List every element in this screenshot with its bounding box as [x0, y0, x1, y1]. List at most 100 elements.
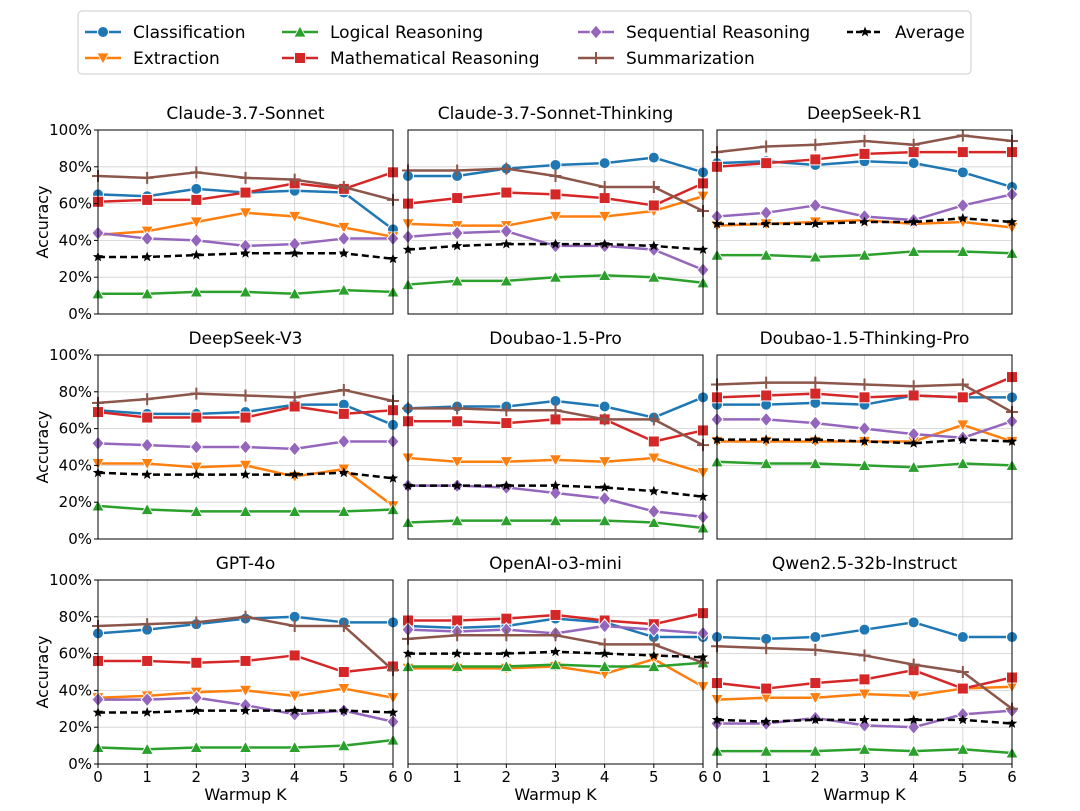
data-point [500, 186, 513, 199]
data-point [597, 211, 612, 224]
data-point [550, 480, 561, 491]
data-point [451, 164, 464, 177]
data-point [288, 441, 302, 457]
legend-marker-icon [97, 26, 109, 38]
data-point [287, 690, 302, 703]
data-point [240, 705, 251, 716]
data-point [956, 244, 970, 257]
data-point [809, 677, 822, 690]
data-point [288, 620, 301, 632]
y-axis-label: Accuracy [33, 185, 52, 258]
data-point [956, 666, 969, 678]
data-point [499, 513, 514, 526]
data-point [189, 689, 203, 706]
data-point [809, 153, 822, 166]
data-point [759, 456, 773, 469]
data-point [451, 402, 464, 415]
data-point [500, 404, 513, 417]
panel-title: Qwen2.5-32b-Instruct [772, 554, 958, 574]
data-point [809, 387, 822, 400]
data-point [549, 158, 562, 171]
data-point [451, 415, 464, 428]
x-tick-label: 1 [452, 768, 462, 786]
series-summarization [92, 610, 399, 677]
data-point [810, 218, 821, 229]
y-axis-label: Accuracy [33, 635, 52, 708]
x-tick-label: 4 [290, 768, 300, 786]
x-tick-label: 2 [811, 768, 821, 786]
x-tick-label: 4 [600, 768, 610, 786]
data-point [598, 413, 611, 426]
data-point [759, 411, 773, 428]
y-tick-label: 0% [68, 530, 92, 548]
data-point [450, 513, 464, 526]
data-point [598, 157, 611, 170]
data-point [597, 659, 612, 672]
data-point [239, 389, 252, 402]
data-point [957, 434, 969, 445]
series-logical-reasoning [91, 499, 400, 517]
series-logical-reasoning [401, 655, 710, 672]
series-classification [711, 616, 1018, 645]
data-point [238, 439, 253, 455]
data-point [548, 270, 563, 283]
x-tick-label: 1 [142, 768, 152, 786]
data-point [810, 714, 821, 725]
series-extraction [401, 452, 710, 480]
data-point [239, 610, 252, 623]
data-point [647, 515, 661, 528]
data-point [450, 225, 464, 241]
data-point [500, 417, 513, 430]
panel-claude-3-7-sonnet-thinking: Claude-3.7-Sonnet-Thinking [401, 104, 710, 315]
data-point [548, 211, 563, 224]
data-point [289, 247, 300, 258]
data-point [808, 744, 823, 757]
data-point [289, 469, 300, 480]
data-point [907, 138, 920, 151]
legend-item-sequential-reasoning: Sequential Reasoning [578, 23, 810, 43]
data-point [907, 616, 920, 629]
data-point [141, 654, 154, 667]
data-point [451, 192, 464, 205]
y-tick-label: 40% [59, 456, 92, 474]
data-point [550, 238, 561, 249]
data-point [499, 274, 514, 287]
data-point [190, 411, 203, 424]
plot-frame [407, 129, 704, 315]
data-point [599, 481, 610, 492]
data-point [857, 248, 872, 261]
panel-openai-o3-mini: OpenAI-o3-mini 0 1 2 3 4 5 6 Warmup K [401, 554, 710, 804]
data-point [647, 435, 660, 448]
data-point [337, 433, 351, 450]
data-point [908, 437, 919, 448]
x-tick-label: 4 [909, 768, 919, 786]
legend: Classification Extraction Logical Reasonin… [77, 10, 972, 75]
series-sequential-reasoning [710, 186, 1019, 228]
legend-marker-icon [294, 52, 306, 64]
data-point [956, 456, 970, 469]
data-point [451, 629, 464, 642]
data-point [760, 218, 772, 229]
y-tick-label: 20% [59, 493, 92, 511]
data-point [956, 631, 969, 644]
data-point [238, 459, 253, 473]
data-point [597, 513, 612, 526]
y-tick-label: 60% [59, 420, 92, 438]
x-tick-label: 5 [339, 768, 349, 786]
data-point [858, 623, 871, 636]
data-point [809, 643, 822, 656]
data-point [647, 181, 660, 194]
data-point [189, 285, 204, 298]
legend-label: Mathematical Reasoning [330, 49, 540, 69]
data-point [956, 166, 969, 179]
data-point [190, 387, 203, 400]
panel-title: DeepSeek-V3 [189, 329, 303, 349]
plot-frame [97, 354, 394, 540]
data-point [550, 646, 561, 657]
data-point [238, 740, 253, 753]
y-tick-label: 0% [68, 755, 92, 773]
panel-doubao-1-5-pro: Doubao-1.5-Pro [401, 329, 710, 540]
data-point [760, 716, 772, 727]
plot-frame [97, 129, 394, 315]
